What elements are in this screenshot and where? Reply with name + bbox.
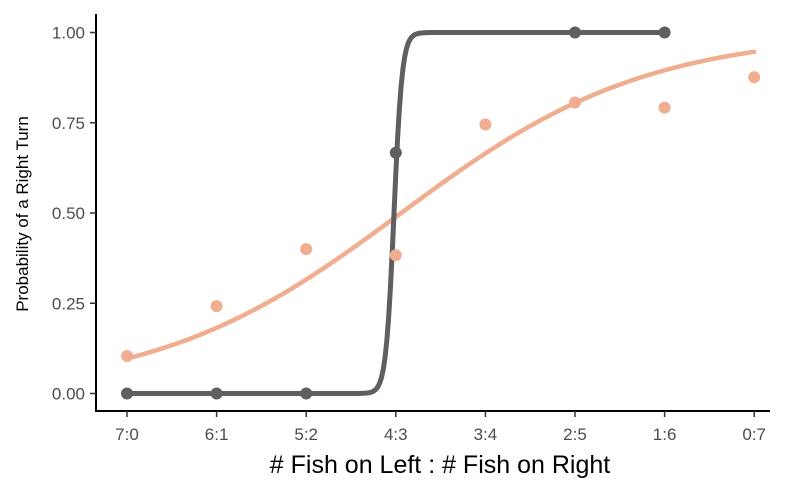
x-axis-title: # Fish on Left : # Fish on Right	[270, 451, 611, 479]
x-tick-label: 7:0	[115, 425, 139, 444]
series-2-point	[569, 96, 581, 109]
series-1-point	[389, 146, 402, 159]
series-1-point	[569, 26, 581, 39]
x-tick-label: 1:6	[653, 425, 677, 444]
y-tick-label: 1.00	[52, 24, 85, 43]
y-tick-label: 0.75	[52, 114, 85, 133]
series-2-point	[479, 118, 492, 131]
x-tick-label: 3:4	[474, 425, 498, 444]
y-axis-ticks: 0.00 0.25 0.50 0.75 1.00	[52, 24, 96, 404]
y-tick-label: 0.00	[52, 385, 85, 404]
series-1-point	[658, 26, 671, 39]
plot-area	[121, 26, 761, 400]
series-2-fit-line	[124, 49, 757, 361]
series-2-point	[210, 300, 223, 313]
x-tick-label: 5:2	[294, 425, 318, 444]
series-1-point	[300, 387, 313, 400]
x-tick-label: 6:1	[205, 425, 229, 444]
series-2-point	[658, 101, 671, 114]
y-tick-label: 0.25	[52, 294, 85, 313]
x-tick-label: 4:3	[384, 425, 408, 444]
series-2-point	[300, 243, 313, 256]
series-1-point	[121, 387, 133, 400]
series-2-point	[389, 249, 402, 262]
y-axis-title: Probability of a Right Turn	[13, 116, 32, 312]
y-tick-label: 0.50	[52, 204, 85, 223]
x-axis-ticks: 7:0 6:1 5:2 4:3 3:4 2:5 1:6 0:7	[115, 411, 766, 444]
series-1-fit-line	[124, 30, 668, 396]
series-1-point	[210, 387, 223, 400]
series-2-point	[748, 71, 761, 84]
series-2-point	[121, 349, 133, 362]
x-tick-label: 2:5	[563, 425, 587, 444]
x-tick-label: 0:7	[742, 425, 766, 444]
